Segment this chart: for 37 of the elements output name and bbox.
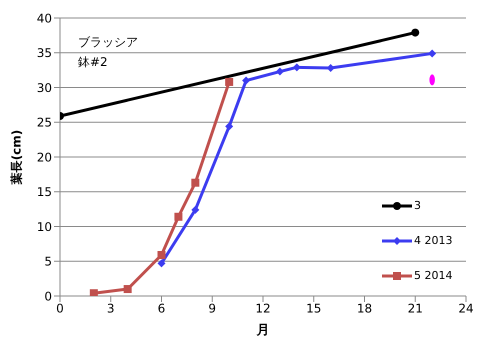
y-tick-label: 10 [36, 220, 52, 234]
y-tick-label: 20 [36, 150, 52, 164]
point [191, 178, 200, 187]
point [225, 122, 234, 130]
point [428, 49, 436, 58]
x-tick-label: 24 [458, 302, 474, 316]
x-tick-label: 3 [106, 302, 115, 316]
annotation: 鉢#2 [78, 54, 109, 71]
point [158, 259, 166, 268]
y-axis-title: 葉長(cm) [9, 130, 24, 186]
x-tick-label: 6 [158, 302, 166, 316]
point [276, 68, 284, 76]
y-tick-label: 0 [44, 289, 52, 304]
x-tick-label: 21 [408, 302, 423, 316]
legend-label: 3 [414, 199, 421, 212]
point [191, 206, 200, 214]
annotation: ブラッシア [78, 34, 138, 51]
x-tick-label: 15 [306, 302, 322, 316]
y-tick-label: 15 [36, 185, 52, 200]
y-tick-label: 5 [44, 254, 52, 269]
y-tick-label: 35 [36, 46, 52, 60]
x-tick-label: 18 [356, 302, 372, 316]
point [124, 285, 132, 294]
x-tick-label: 0 [56, 302, 64, 316]
x-tick-label: 9 [208, 302, 216, 316]
x-tick-label: 12 [255, 302, 271, 316]
point [174, 212, 182, 221]
point [242, 76, 250, 85]
legend-label: 4 2013 [414, 234, 452, 247]
x-axis-title: 月 [256, 323, 270, 338]
point [158, 250, 166, 259]
y-tick-label: 30 [36, 80, 52, 95]
y-tick-label: 40 [36, 11, 52, 26]
point [225, 78, 234, 86]
point [90, 289, 98, 296]
y-tick-label: 25 [36, 116, 52, 130]
legend-label: 5 2014 [414, 269, 452, 282]
